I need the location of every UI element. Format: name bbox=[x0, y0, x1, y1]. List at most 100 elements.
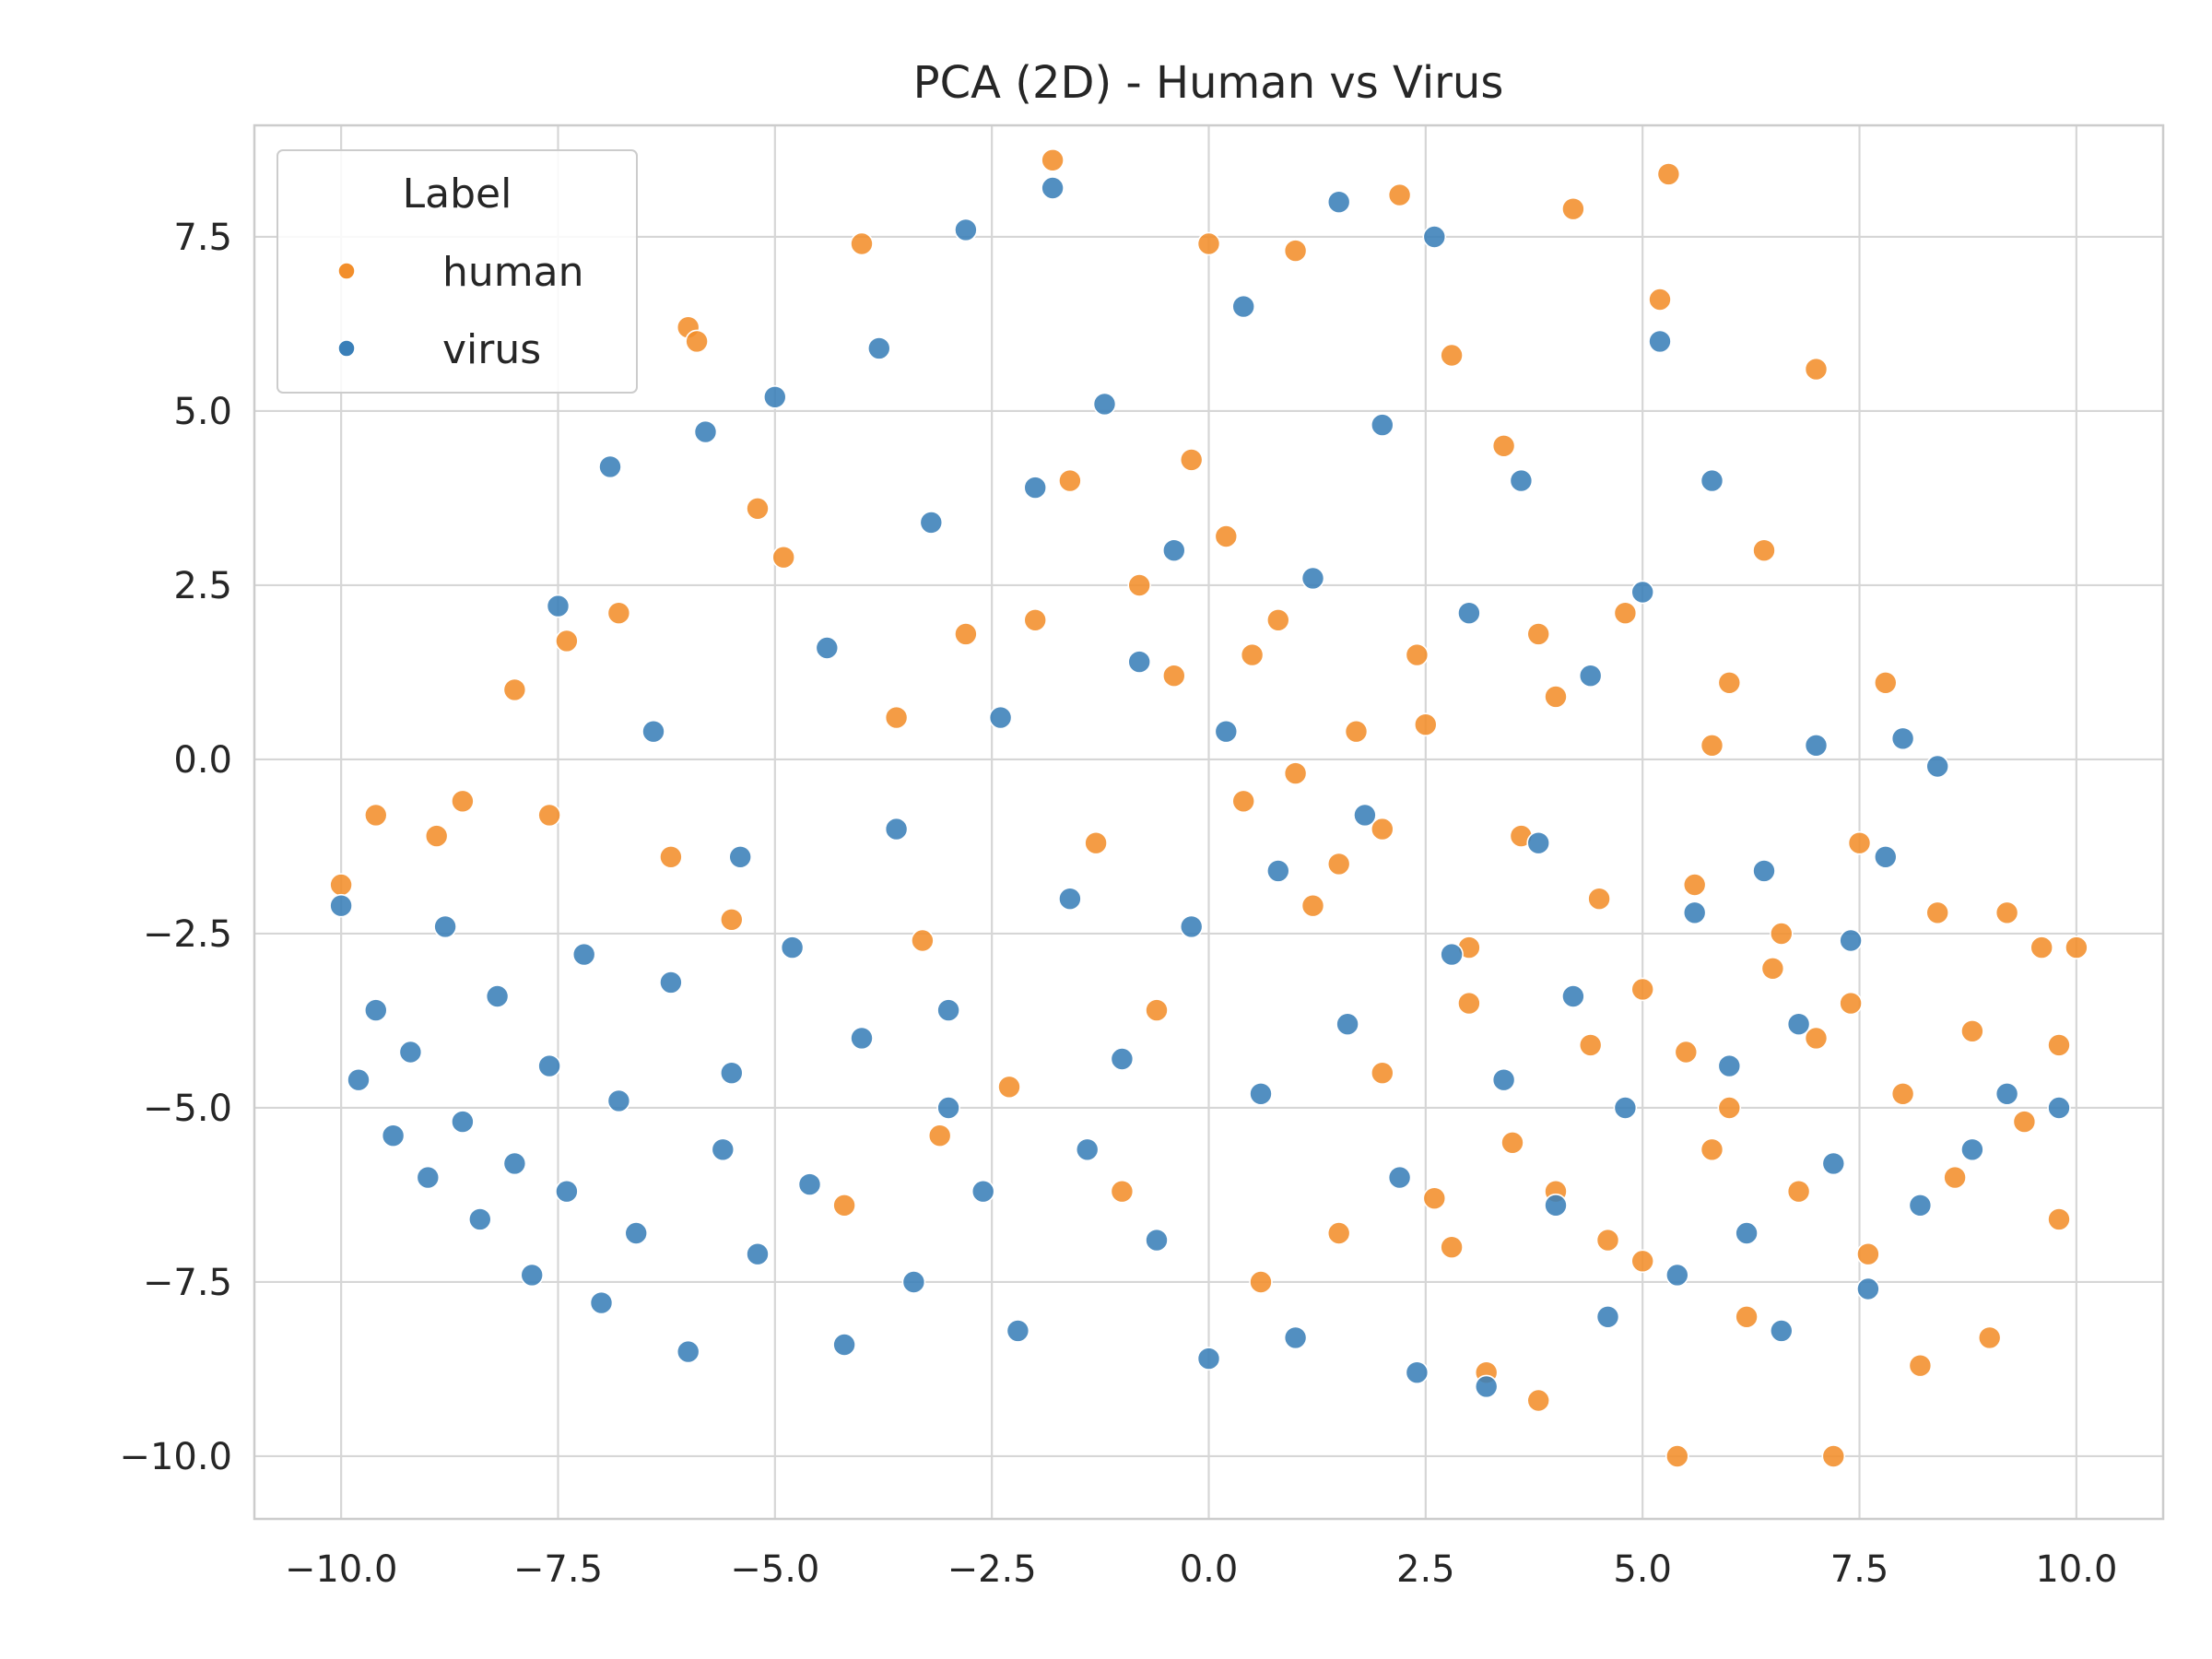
scatter-point-human bbox=[1682, 873, 1707, 897]
scatter-point-virus bbox=[728, 844, 753, 869]
scatter-point-human bbox=[1179, 448, 1204, 472]
scatter-point-human bbox=[2065, 935, 2088, 959]
scatter-point-virus bbox=[1162, 538, 1186, 563]
scatter-point-human bbox=[1595, 1228, 1620, 1253]
scatter-point-human bbox=[1717, 670, 1742, 695]
scatter-point-human bbox=[719, 907, 744, 932]
scatter-point-human bbox=[1760, 957, 1785, 981]
scatter-point-virus bbox=[1058, 887, 1082, 912]
y-tick-label: 0.0 bbox=[173, 739, 232, 782]
scatter-point-virus bbox=[1335, 1012, 1359, 1036]
scatter-point-human bbox=[1752, 538, 1776, 563]
y-tick-label: −5.0 bbox=[143, 1088, 232, 1130]
scatter-point-virus bbox=[1735, 1221, 1759, 1245]
scatter-point-virus bbox=[1405, 1360, 1430, 1384]
scatter-point-virus bbox=[1179, 914, 1204, 939]
x-tick-label: −7.5 bbox=[513, 1548, 603, 1591]
scatter-point-virus bbox=[363, 998, 388, 1022]
scatter-point-human bbox=[1856, 1241, 1880, 1266]
scatter-point-human bbox=[1422, 1186, 1447, 1210]
y-tick-label: −7.5 bbox=[143, 1262, 232, 1304]
scatter-point-human bbox=[1283, 239, 1308, 263]
scatter-point-virus bbox=[936, 998, 960, 1022]
scatter-point-human bbox=[1847, 830, 1872, 855]
scatter-point-virus bbox=[971, 1179, 995, 1204]
scatter-point-human bbox=[1414, 712, 1438, 737]
scatter-point-virus bbox=[1509, 468, 1534, 493]
x-tick-label: 7.5 bbox=[1830, 1548, 1889, 1591]
scatter-point-virus bbox=[711, 1137, 735, 1162]
scatter-point-virus bbox=[762, 384, 787, 409]
scatter-point-virus bbox=[1839, 928, 1863, 953]
scatter-point-virus bbox=[555, 1179, 579, 1204]
scatter-point-virus bbox=[1613, 1096, 1638, 1120]
scatter-point-virus bbox=[1023, 476, 1047, 500]
scatter-point-human bbox=[1960, 1019, 1984, 1043]
scatter-point-human bbox=[1326, 852, 1351, 877]
scatter-point-human bbox=[537, 803, 561, 828]
scatter-point-virus bbox=[1440, 942, 1464, 967]
scatter-point-virus bbox=[1821, 1151, 1846, 1176]
scatter-point-human bbox=[1648, 288, 1672, 312]
y-tick-label: −2.5 bbox=[143, 913, 232, 956]
scatter-point-virus bbox=[1491, 1067, 1516, 1092]
legend-label-virus: virus bbox=[442, 326, 541, 373]
scatter-point-human bbox=[1925, 900, 1949, 925]
data-points bbox=[329, 148, 2088, 1468]
scatter-point-virus bbox=[1960, 1137, 1984, 1162]
scatter-point-virus bbox=[1006, 1319, 1030, 1343]
scatter-point-human bbox=[2047, 1207, 2071, 1231]
scatter-point-virus bbox=[780, 935, 805, 959]
scatter-point-virus bbox=[433, 914, 457, 939]
scatter-point-human bbox=[1674, 1040, 1699, 1065]
scatter-point-human bbox=[997, 1075, 1021, 1100]
scatter-point-virus bbox=[919, 511, 944, 535]
scatter-point-human bbox=[1977, 1325, 2002, 1350]
scatter-point-virus bbox=[1075, 1137, 1100, 1162]
scatter-point-human bbox=[1387, 182, 1412, 207]
scatter-point-virus bbox=[520, 1263, 545, 1288]
scatter-point-virus bbox=[467, 1207, 492, 1231]
x-tick-label: −10.0 bbox=[285, 1548, 398, 1591]
scatter-point-virus bbox=[797, 1172, 822, 1196]
scatter-point-human bbox=[1804, 1026, 1829, 1051]
scatter-point-virus bbox=[1561, 984, 1585, 1008]
scatter-point-human bbox=[1665, 1444, 1689, 1468]
scatter-point-virus bbox=[1266, 859, 1290, 883]
scatter-point-virus bbox=[676, 1339, 700, 1364]
scatter-point-human bbox=[1526, 1388, 1550, 1413]
scatter-point-virus bbox=[693, 419, 718, 444]
scatter-point-virus bbox=[485, 984, 510, 1008]
scatter-point-virus bbox=[1300, 566, 1325, 591]
scatter-point-virus bbox=[1145, 1228, 1169, 1253]
scatter-point-human bbox=[1735, 1305, 1759, 1329]
scatter-point-virus bbox=[598, 454, 622, 479]
scatter-point-human bbox=[1041, 148, 1065, 172]
scatter-point-human bbox=[1326, 1221, 1351, 1245]
scatter-point-human bbox=[1908, 1353, 1933, 1378]
x-tick-label: 5.0 bbox=[1613, 1548, 1672, 1591]
scatter-point-human bbox=[927, 1124, 952, 1147]
scatter-point-virus bbox=[719, 1061, 744, 1085]
scatter-point-human bbox=[1578, 1033, 1603, 1057]
scatter-point-virus bbox=[1700, 468, 1724, 493]
scatter-point-human bbox=[1283, 761, 1308, 785]
scatter-point-human bbox=[1770, 922, 1794, 946]
scatter-point-virus bbox=[1353, 803, 1377, 828]
scatter-point-human bbox=[1630, 1249, 1654, 1274]
scatter-point-virus bbox=[1717, 1053, 1742, 1078]
scatter-point-virus bbox=[1214, 719, 1239, 744]
scatter-point-human bbox=[1587, 887, 1611, 912]
legend-marker-virus bbox=[337, 339, 356, 358]
scatter-point-virus bbox=[641, 719, 665, 744]
scatter-point-virus bbox=[1786, 1012, 1811, 1036]
scatter-point-virus bbox=[537, 1053, 561, 1078]
scatter-point-virus bbox=[1890, 726, 1915, 751]
scatter-point-virus bbox=[1422, 225, 1447, 249]
scatter-point-virus bbox=[1371, 413, 1394, 437]
scatter-point-virus bbox=[1474, 1374, 1499, 1399]
scatter-point-human bbox=[2012, 1110, 2037, 1134]
scatter-point-virus bbox=[1110, 1047, 1135, 1071]
scatter-point-human bbox=[1344, 719, 1369, 744]
